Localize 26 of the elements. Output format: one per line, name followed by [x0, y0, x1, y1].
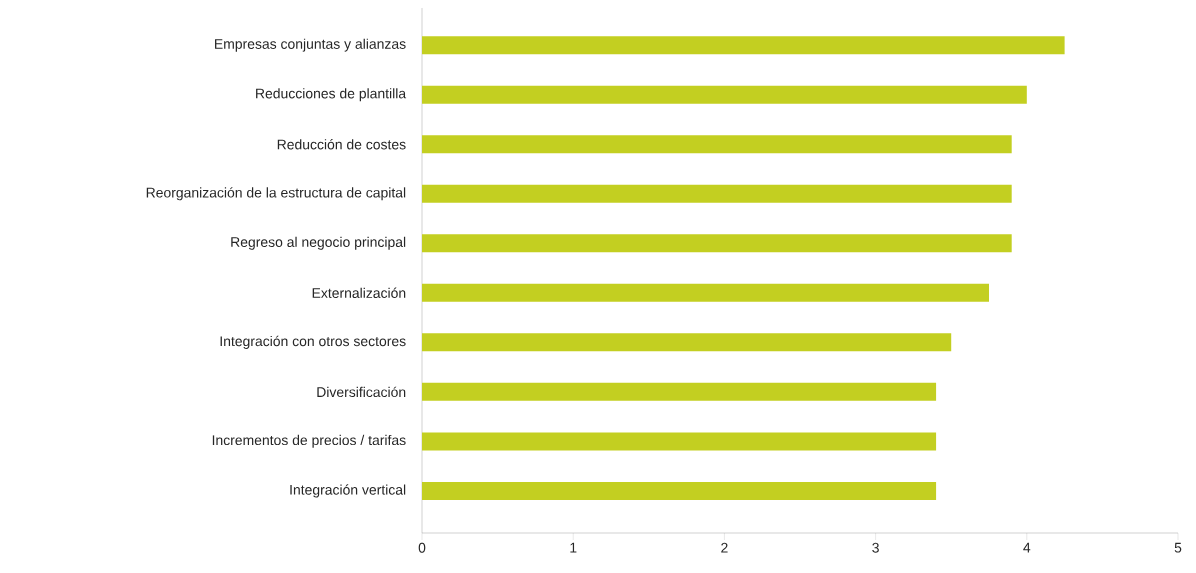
- y-tick-label: Integración vertical: [290, 484, 406, 498]
- bar: [422, 283, 990, 302]
- bar: [422, 184, 1012, 203]
- y-tick-label: Integración con otros sectores: [220, 335, 406, 349]
- x-tick-label: 3: [872, 542, 879, 553]
- y-tick-label: Reducción de costes: [277, 138, 406, 150]
- bar: [422, 481, 937, 500]
- x-tick-label: 2: [721, 542, 728, 553]
- bar: [422, 85, 1027, 104]
- bar: [422, 135, 1012, 154]
- y-tick-label: Diversificación: [317, 386, 406, 398]
- bar: [422, 432, 937, 451]
- x-tick-label: 0: [418, 542, 426, 553]
- bar: [422, 234, 1012, 253]
- bar: [422, 333, 952, 352]
- x-tick-label: 4: [1023, 542, 1031, 553]
- bar: [422, 36, 1065, 55]
- y-tick-label: Empresas conjuntas y alianzas: [215, 38, 406, 52]
- y-tick-label: Regreso al negocio principal: [231, 236, 406, 250]
- x-tick-label: 1: [570, 542, 577, 553]
- y-tick-label: Reducciones de plantilla: [256, 88, 407, 102]
- x-tick-label: 5: [1174, 542, 1182, 553]
- y-tick-label: Externalización: [312, 287, 406, 298]
- y-tick-label: Incrementos de precios / tarifas: [212, 434, 406, 448]
- bar: [422, 382, 937, 401]
- y-tick-label: Reorganización de la estructura de capital: [146, 187, 406, 201]
